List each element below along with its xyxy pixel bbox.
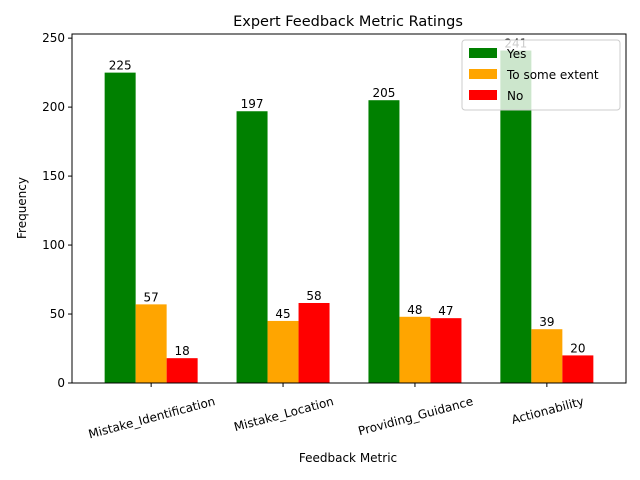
legend-swatch-yes [469,48,497,58]
bar-label-mistake-identification-no: 18 [174,344,189,358]
legend-label-yes: Yes [506,47,526,61]
bar-label-providing-guidance-to-some-extent: 48 [407,303,422,317]
plot-frame [71,33,627,384]
y-tick-label-0: 0 [57,376,65,390]
bar-label-mistake-identification-yes: 225 [109,59,132,73]
y-tick-label-50: 50 [50,307,65,321]
bar-mistake-location-no [298,302,330,383]
bar-label-providing-guidance-no: 47 [438,304,453,318]
y-tick-label-200: 200 [42,100,65,114]
y-axis: 0 50 100 150 200 250 [42,31,72,390]
chart-title: Expert Feedback Metric Ratings [233,14,463,30]
legend-frame [461,39,621,111]
bar-mistake-identification-to-some-extent [135,304,167,383]
bar-label-mistake-identification-to-some-extent: 57 [144,290,159,304]
bar-label-actionability-no: 20 [570,341,585,355]
legend-label-no: No [507,89,523,103]
legend-swatch-no [469,90,497,100]
bar-mistake-location-yes [236,111,268,383]
y-tick-label-150: 150 [42,169,65,183]
bar-labels-group: 2255718197455820548472413920 [109,37,586,359]
x-axis-label: Feedback Metric [299,451,397,465]
bar-mistake-identification-no [166,358,198,383]
legend-swatch-to-some-extent [469,69,497,79]
x-tick-label-mistake-location: Mistake_Location [232,394,335,434]
x-tick-label-actionability: Actionability [510,394,585,427]
bar-providing-guidance-to-some-extent [399,316,431,383]
y-axis-label: Frequency [15,177,29,239]
x-tick-label-providing-guidance: Providing_Guidance [357,394,475,438]
bar-mistake-location-to-some-extent [267,320,299,383]
y-tick-label-100: 100 [42,238,65,252]
bar-label-mistake-location-yes: 197 [241,97,264,111]
x-axis: Mistake_Identification Mistake_Location Pr… [87,383,585,441]
bars-group [104,50,594,384]
legend-label-to-some-extent: To some extent [506,68,599,82]
legend: Yes To some extent No [461,39,621,111]
bar-mistake-identification-yes [104,72,136,383]
bar-label-mistake-location-to-some-extent: 45 [275,307,290,321]
x-tick-label-mistake-identification: Mistake_Identification [87,394,217,441]
bar-actionability-no [562,355,594,383]
bar-providing-guidance-yes [368,100,400,383]
bar-actionability-to-some-extent [531,329,563,383]
bar-label-providing-guidance-yes: 205 [373,86,396,100]
y-tick-label-250: 250 [42,31,65,45]
bar-label-actionability-to-some-extent: 39 [539,315,554,329]
bar-providing-guidance-no [430,318,462,383]
bar-label-mistake-location-no: 58 [306,289,321,303]
